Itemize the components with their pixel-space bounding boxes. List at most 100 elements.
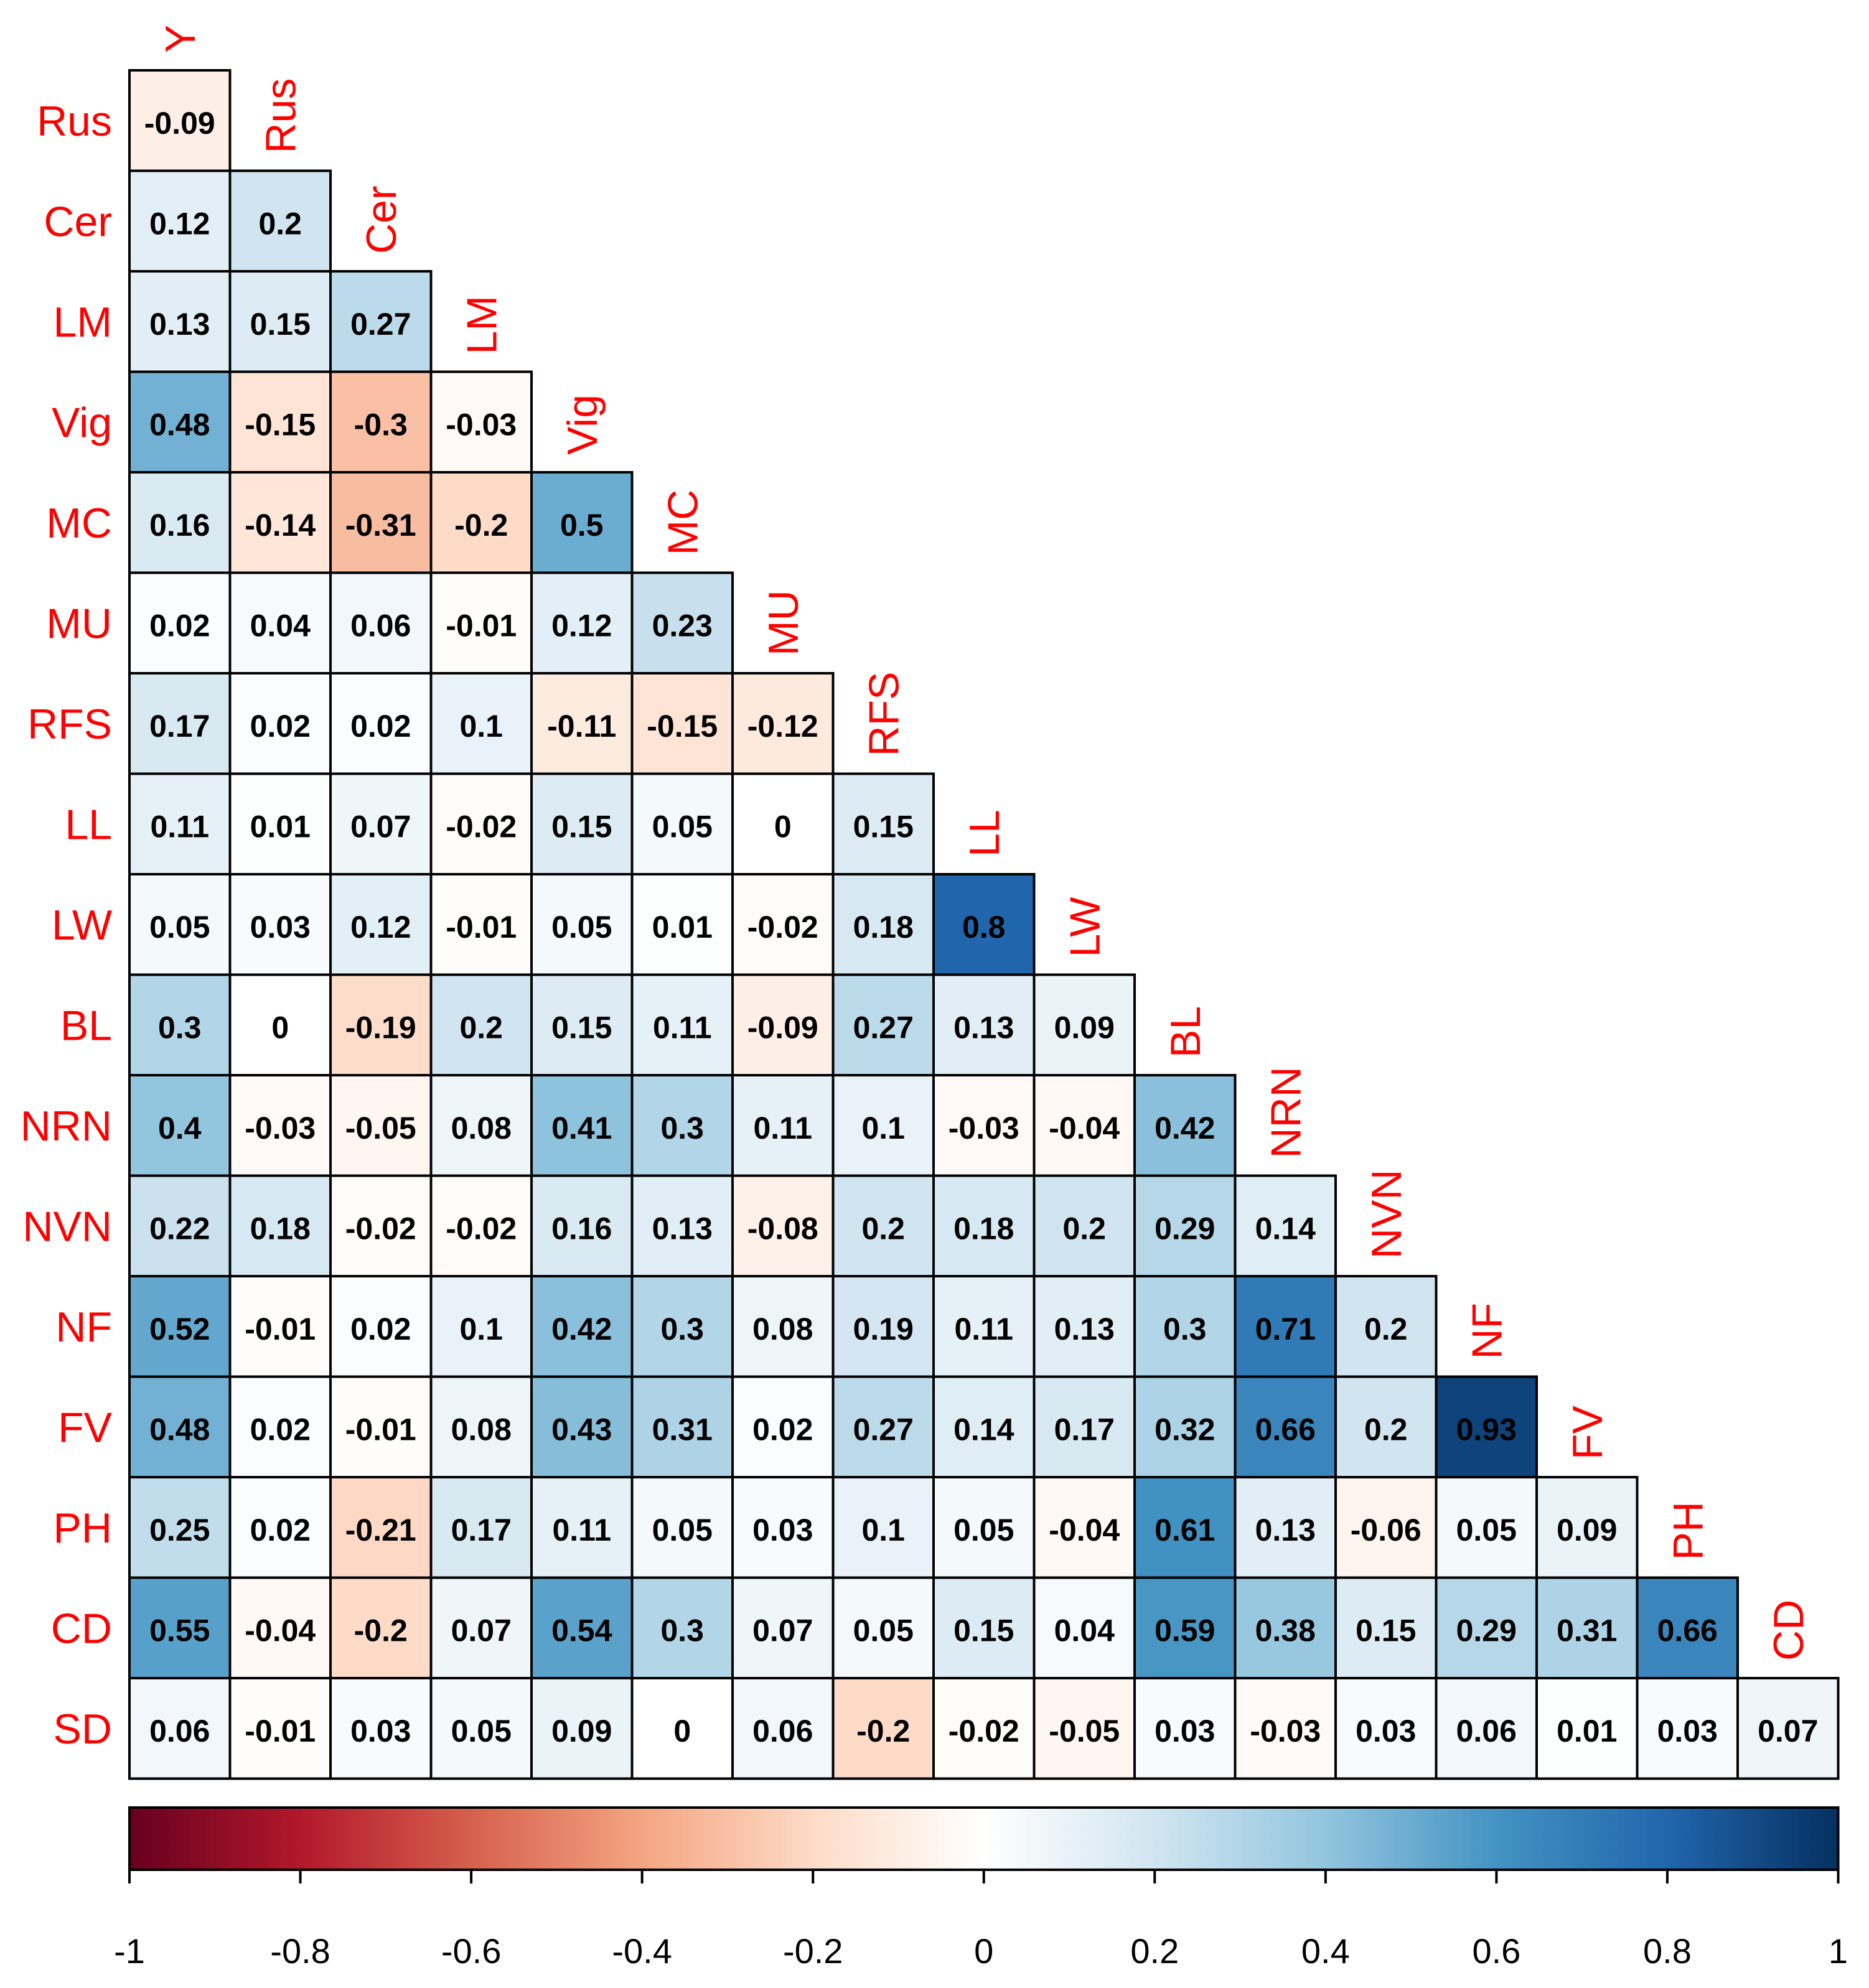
cell-value-Vig-Y: 0.48 xyxy=(149,407,210,442)
cell-value-CD-Y: 0.55 xyxy=(149,1613,210,1648)
cell-MU-Vig xyxy=(530,571,634,674)
cell-NF-Cer xyxy=(329,1275,433,1378)
cell-SD-CD xyxy=(1736,1677,1840,1780)
cell-value-Cer-Y: 0.12 xyxy=(149,206,210,241)
cell-LW-LM xyxy=(429,873,533,976)
column-label-CD: CD xyxy=(1765,1600,1812,1661)
cell-value-LL-MC: 0.05 xyxy=(652,809,713,844)
row-label-MC: MC xyxy=(46,500,112,547)
cell-NVN-Cer xyxy=(329,1174,433,1277)
cell-value-LM-Rus: 0.15 xyxy=(250,307,311,342)
cell-NVN-NRN xyxy=(1234,1174,1337,1277)
column-labels: Y Rus Cer LM Vig MC MU RFS LL LW BL NRN NVN NF FV PH CD xyxy=(157,25,1812,1661)
cell-FV-BL xyxy=(1133,1375,1237,1478)
cell-value-SD-LW: -0.05 xyxy=(1049,1714,1120,1748)
cell-NRN-LM xyxy=(429,1074,533,1177)
cell-PH-FV xyxy=(1535,1476,1639,1579)
cell-value-SD-Y: 0.06 xyxy=(149,1714,210,1748)
cell-value-FV-NRN: 0.66 xyxy=(1255,1412,1316,1447)
cell-value-FV-NVN: 0.2 xyxy=(1364,1412,1408,1447)
colorbar-tick-label: 1 xyxy=(1829,1931,1848,1971)
cell-NVN-BL xyxy=(1133,1174,1237,1277)
cell-BL-LM xyxy=(429,973,533,1076)
cell-NVN-MU xyxy=(731,1174,835,1277)
cell-value-CD-PH: 0.66 xyxy=(1657,1613,1718,1648)
column-label-MC: MC xyxy=(659,490,706,556)
cell-value-Vig-Rus: -0.15 xyxy=(245,407,316,442)
colorbar-tick-label: -0.6 xyxy=(441,1931,502,1971)
cell-value-LL-Y: 0.11 xyxy=(150,809,209,844)
cell-value-LL-Vig: 0.15 xyxy=(551,809,612,844)
cell-MU-Cer xyxy=(329,571,433,674)
cell-Rus-Y xyxy=(128,69,232,172)
cell-value-MC-Y: 0.16 xyxy=(149,508,210,543)
cell-value-MU-Y: 0.02 xyxy=(149,608,210,643)
row-label-NF: NF xyxy=(55,1304,112,1351)
cell-MU-LM xyxy=(429,571,533,674)
cell-value-PH-LW: -0.04 xyxy=(1049,1513,1120,1547)
cell-NF-MC xyxy=(630,1275,734,1378)
cell-value-PH-LL: 0.05 xyxy=(953,1513,1014,1547)
cell-value-NRN-BL: 0.42 xyxy=(1155,1111,1215,1146)
cell-value-LL-Cer: 0.07 xyxy=(350,809,411,844)
colorbar-tick-label: 0.8 xyxy=(1643,1931,1692,1971)
cell-value-NVN-Rus: 0.18 xyxy=(250,1211,311,1246)
column-label-LL: LL xyxy=(961,810,1008,857)
cell-CD-Rus xyxy=(228,1576,332,1679)
cell-value-NF-BL: 0.3 xyxy=(1163,1312,1207,1346)
colorbar-ticks: -1 -0.8 -0.6 -0.4 -0.2 0 0.2 0.4 0.6 0.8 1 xyxy=(114,1870,1848,1971)
cell-RFS-MC xyxy=(630,672,734,775)
cell-SD-Y xyxy=(128,1677,232,1780)
cell-value-LM-Y: 0.13 xyxy=(149,307,210,342)
row-label-NVN: NVN xyxy=(22,1203,112,1250)
cell-value-PH-NRN: 0.13 xyxy=(1255,1513,1316,1547)
cell-value-LW-LM: -0.01 xyxy=(446,910,517,945)
cell-MC-Rus xyxy=(228,471,332,574)
cell-BL-LW xyxy=(1033,973,1136,1076)
cell-LW-Y xyxy=(128,873,232,976)
cell-value-NVN-Cer: -0.02 xyxy=(345,1211,416,1246)
cell-value-CD-NRN: 0.38 xyxy=(1255,1613,1316,1648)
cell-value-SD-BL: 0.03 xyxy=(1155,1714,1215,1748)
colorbar-tick-label: 0.2 xyxy=(1130,1931,1179,1971)
cell-FV-NVN xyxy=(1334,1375,1438,1478)
colorbar: -1 -0.8 -0.6 -0.4 -0.2 0 0.2 0.4 0.6 0.8 1 xyxy=(114,1806,1848,1971)
cell-value-NVN-LW: 0.2 xyxy=(1062,1211,1106,1246)
cell-value-SD-FV: 0.01 xyxy=(1557,1714,1617,1748)
cell-FV-NF xyxy=(1435,1375,1538,1478)
cell-PH-NVN xyxy=(1334,1476,1438,1579)
cell-value-SD-MC: 0 xyxy=(673,1714,691,1748)
cell-value-LW-LL: 0.8 xyxy=(962,910,1006,945)
cell-CD-MC xyxy=(630,1576,734,1679)
cell-value-NVN-MU: -0.08 xyxy=(747,1211,818,1246)
column-label-Cer: Cer xyxy=(358,185,405,254)
cell-value-CD-Rus: -0.04 xyxy=(245,1613,316,1648)
cell-value-NF-NRN: 0.71 xyxy=(1255,1312,1316,1346)
colorbar-tick-label: 0 xyxy=(974,1931,993,1971)
cell-value-CD-Vig: 0.54 xyxy=(551,1613,612,1648)
cell-value-CD-LM: 0.07 xyxy=(451,1613,512,1648)
cell-value-SD-NRN: -0.03 xyxy=(1250,1714,1321,1748)
cell-BL-Y xyxy=(128,973,232,1076)
cell-value-SD-NF: 0.06 xyxy=(1456,1714,1517,1748)
cell-value-LW-Vig: 0.05 xyxy=(551,910,612,945)
cell-value-SD-RFS: -0.2 xyxy=(856,1714,910,1748)
heatmap-cells: -0.09 0.12 0.2 0.13 0.15 0.27 0.48 -0.15 -0.3 -0.… xyxy=(128,69,1840,1780)
cell-value-PH-MU: 0.03 xyxy=(752,1513,813,1547)
cell-value-LW-Cer: 0.12 xyxy=(350,910,411,945)
cell-CD-RFS xyxy=(831,1576,935,1679)
colorbar-tick-label: -0.8 xyxy=(270,1931,330,1971)
cell-value-CD-LW: 0.04 xyxy=(1054,1613,1115,1648)
cell-value-NRN-Y: 0.4 xyxy=(158,1111,202,1146)
cell-value-NVN-BL: 0.29 xyxy=(1155,1211,1215,1246)
cell-value-NRN-RFS: 0.1 xyxy=(861,1111,905,1146)
cell-value-NF-RFS: 0.19 xyxy=(853,1312,914,1346)
cell-value-LL-Rus: 0.01 xyxy=(250,809,311,844)
cell-value-FV-LL: 0.14 xyxy=(953,1412,1014,1447)
cell-RFS-Rus xyxy=(228,672,332,775)
cell-NF-LL xyxy=(932,1275,1036,1378)
cell-SD-BL xyxy=(1133,1677,1237,1780)
cell-SD-NVN xyxy=(1334,1677,1438,1780)
cell-NVN-LM xyxy=(429,1174,533,1277)
cell-BL-Cer xyxy=(329,973,433,1076)
